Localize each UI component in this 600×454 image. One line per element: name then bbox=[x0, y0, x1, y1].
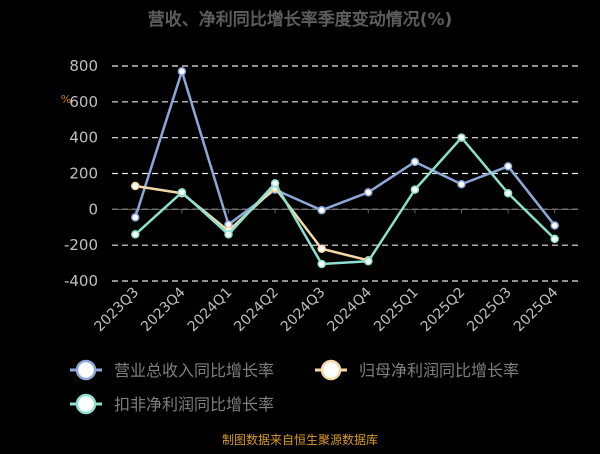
data-point bbox=[550, 234, 559, 244]
y-tick-label: 600 bbox=[69, 93, 98, 111]
data-point bbox=[270, 179, 280, 188]
data-point bbox=[410, 185, 420, 194]
data-point bbox=[177, 188, 187, 197]
chart-title: 营收、净利同比增长率季度变动情况(%) bbox=[148, 9, 453, 30]
data-point bbox=[457, 133, 466, 142]
data-point bbox=[131, 181, 140, 191]
data-point bbox=[364, 257, 373, 266]
series-layer bbox=[131, 67, 559, 269]
gridlines bbox=[112, 65, 578, 282]
data-point bbox=[317, 205, 326, 215]
legend-swatch-marker bbox=[75, 359, 97, 381]
y-tick-label: 400 bbox=[69, 129, 98, 147]
y-tick-label: 0 bbox=[88, 200, 98, 218]
x-axis: 2023Q32023Q42024Q12024Q22024Q32024Q42025… bbox=[92, 208, 578, 336]
data-point bbox=[550, 221, 559, 230]
y-tick-label: 200 bbox=[69, 165, 98, 183]
legend-item: 扣非净利润同比增长率 bbox=[70, 393, 274, 415]
x-tick-label: 2025Q2 bbox=[418, 285, 469, 336]
x-tick-label: 2025Q1 bbox=[371, 285, 422, 336]
data-point bbox=[317, 259, 326, 269]
legend-label: 归母净利润同比增长率 bbox=[359, 361, 519, 380]
y-tick-label: -200 bbox=[64, 236, 98, 254]
data-point bbox=[503, 188, 513, 198]
x-tick-label: 2024Q4 bbox=[325, 284, 376, 335]
data-point bbox=[131, 213, 140, 222]
y-tick-label: -400 bbox=[64, 272, 98, 290]
legend-item: 营业总收入同比增长率 bbox=[70, 359, 274, 381]
x-tick-label: 2025Q4 bbox=[511, 284, 562, 335]
series-group bbox=[131, 181, 373, 265]
x-tick-label: 2023Q4 bbox=[138, 284, 189, 335]
data-point bbox=[177, 67, 187, 76]
series-line bbox=[135, 184, 369, 262]
data-point bbox=[317, 244, 326, 253]
y-unit-label: % bbox=[61, 93, 71, 106]
data-point bbox=[503, 162, 513, 171]
series-group bbox=[131, 133, 559, 269]
legend-label: 扣非净利润同比增长率 bbox=[114, 395, 274, 414]
data-point bbox=[410, 157, 420, 167]
legend-label: 营业总收入同比增长率 bbox=[114, 361, 274, 380]
x-tick-label: 2025Q3 bbox=[464, 285, 515, 336]
x-tick-label: 2024Q1 bbox=[185, 285, 236, 336]
x-tick-label: 2024Q3 bbox=[278, 285, 329, 336]
data-point bbox=[457, 180, 466, 189]
y-axis: 800 600 400 200 0 -200 -400 bbox=[64, 57, 98, 290]
source-note: 制图数据来自恒生聚源数据库 bbox=[222, 432, 378, 447]
data-point bbox=[131, 230, 140, 239]
x-tick-label: 2023Q3 bbox=[92, 285, 143, 336]
legend-swatch-marker bbox=[320, 359, 342, 381]
legend-swatch-marker bbox=[75, 393, 97, 415]
series-line bbox=[134, 136, 556, 266]
series-line bbox=[134, 70, 556, 227]
y-tick-label: 800 bbox=[69, 57, 98, 75]
x-tick-label: 2024Q2 bbox=[231, 285, 282, 336]
data-point bbox=[364, 188, 373, 197]
legend-item: 归母净利润同比增长率 bbox=[315, 359, 519, 381]
data-point bbox=[224, 230, 233, 239]
